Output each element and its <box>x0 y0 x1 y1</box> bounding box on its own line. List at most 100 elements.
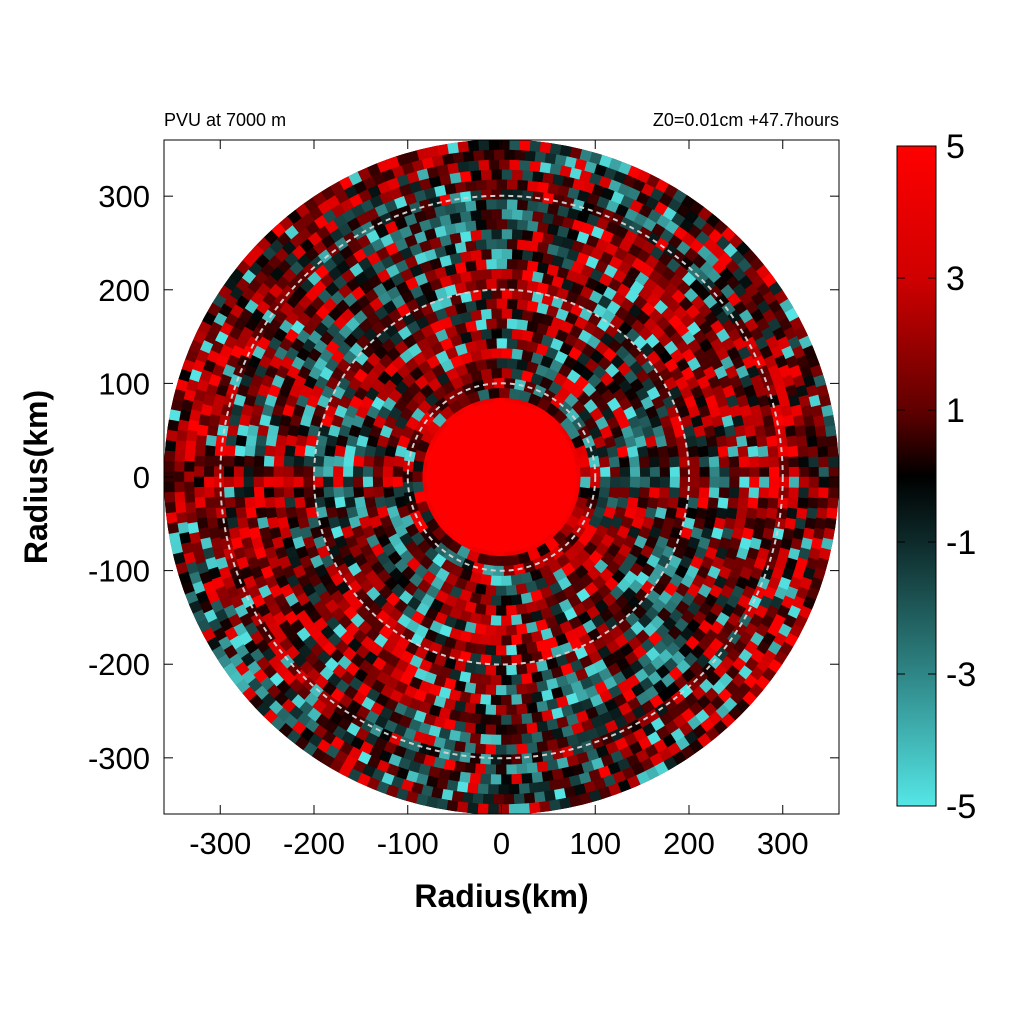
heatmap-cell <box>479 614 492 626</box>
heatmap-cell <box>511 614 524 626</box>
heatmap-cell <box>372 476 384 489</box>
heatmap-cell <box>768 455 780 468</box>
heatmap-cell <box>183 481 195 494</box>
heatmap-cell <box>193 486 205 499</box>
heatmap-cell <box>213 486 225 499</box>
heatmap-cell <box>699 466 711 478</box>
heatmap-cell <box>233 486 245 499</box>
heatmap-cell <box>474 298 487 311</box>
heatmap-cell <box>707 496 720 509</box>
heatmap-cell <box>818 455 830 468</box>
heatmap-cell <box>526 259 539 272</box>
heatmap-cell <box>807 445 819 458</box>
heatmap-cell <box>746 506 759 520</box>
y-tick-label: 300 <box>98 179 150 214</box>
heatmap-cell <box>759 476 770 488</box>
heatmap-cell <box>516 199 529 211</box>
heatmap-cell <box>382 476 394 489</box>
heatmap-cell <box>806 434 818 448</box>
heatmap-cell <box>464 199 477 212</box>
heatmap-cell <box>362 476 374 488</box>
heatmap-cell <box>183 460 195 473</box>
heatmap-cell <box>814 424 827 437</box>
heatmap-cell <box>777 496 789 509</box>
heatmap-cell <box>768 466 780 478</box>
heatmap-cell <box>737 496 750 509</box>
heatmap-cell <box>506 357 518 370</box>
heatmap-cell <box>332 455 345 468</box>
heatmap-cell <box>183 491 196 504</box>
heatmap-cell <box>479 594 493 606</box>
heatmap-cell <box>474 238 487 251</box>
heatmap-cell <box>526 762 539 774</box>
heatmap-cell <box>474 743 487 755</box>
heatmap-cell <box>392 455 405 468</box>
heatmap-cell <box>531 711 544 724</box>
heatmap-cell <box>446 779 459 792</box>
heatmap-cell <box>215 507 227 520</box>
heatmap-cell <box>477 783 490 795</box>
heatmap-cell <box>224 496 236 509</box>
heatmap-cell <box>495 218 508 230</box>
heatmap-cell <box>382 465 394 478</box>
heatmap-cell <box>372 486 385 499</box>
heatmap-cell <box>498 804 510 814</box>
heatmap-cell <box>498 159 510 170</box>
heatmap-cell <box>474 258 487 271</box>
heatmap-cell <box>503 149 515 160</box>
heatmap-cell <box>195 434 207 447</box>
heatmap-cell <box>272 466 284 478</box>
heatmap-cell <box>609 476 621 489</box>
heatmap-cell <box>164 481 175 494</box>
heatmap-cell <box>323 496 336 509</box>
heatmap-cell <box>511 228 523 240</box>
heatmap-cell <box>495 258 508 269</box>
heatmap-cell <box>768 486 780 499</box>
colorbar-tick-label: 5 <box>946 128 965 166</box>
heatmap-cell <box>638 486 651 499</box>
heatmap-cell <box>493 794 505 805</box>
heatmap-cell <box>474 683 487 696</box>
heatmap-cell <box>824 517 837 530</box>
heatmap-cell <box>176 419 190 432</box>
heatmap-cell <box>501 754 513 766</box>
heatmap-cell <box>511 188 523 201</box>
y-tick-label: 0 <box>133 460 150 495</box>
heatmap-cell <box>511 634 523 646</box>
heatmap-cell <box>173 471 185 483</box>
heatmap-cell <box>503 794 515 805</box>
heatmap-cell <box>495 318 508 329</box>
heatmap-cell <box>459 751 472 764</box>
heatmap-cell <box>214 496 226 509</box>
heatmap-cell <box>528 160 541 172</box>
heatmap-cell <box>243 476 254 488</box>
heatmap-cell <box>467 782 480 795</box>
heatmap-cell <box>816 506 828 520</box>
heatmap-cell <box>183 471 195 483</box>
heatmap-cell <box>818 476 830 488</box>
heatmap-cell <box>243 486 255 499</box>
heatmap-cell <box>490 188 502 200</box>
heatmap-cell <box>456 801 469 814</box>
heatmap-cell <box>759 466 770 478</box>
heatmap-cell <box>495 278 508 289</box>
heatmap-cell <box>757 445 770 458</box>
heatmap-cell <box>469 712 482 725</box>
colorbar-tick-label: 3 <box>946 260 965 298</box>
heatmap-cell <box>495 298 508 309</box>
heatmap-cell <box>262 476 274 488</box>
heatmap-cell <box>485 337 497 350</box>
heatmap-cell <box>501 307 513 319</box>
heatmap-cell <box>490 268 502 280</box>
heatmap-cell <box>521 229 534 242</box>
heatmap-cell <box>490 575 502 587</box>
heatmap-cell <box>659 476 671 488</box>
heatmap-cell <box>490 674 502 686</box>
heatmap-cell <box>788 476 800 488</box>
heatmap-cell <box>490 168 502 180</box>
heatmap-cell <box>214 445 226 458</box>
heatmap-cell <box>283 496 296 509</box>
heatmap-cell <box>719 466 731 478</box>
heatmap-cell <box>454 760 467 773</box>
heatmap-cell <box>579 465 592 478</box>
